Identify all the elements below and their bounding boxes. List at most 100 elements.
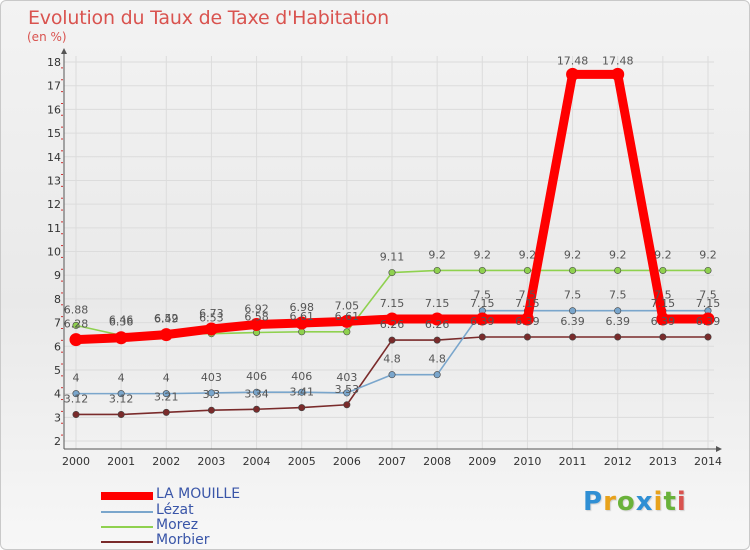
- data-label-la-mouille: 6.92: [244, 302, 269, 315]
- data-label-morez: 9.2: [654, 248, 672, 261]
- legend-item-morez: Morez: [101, 517, 301, 534]
- legend-label-la-mouille: LA MOUILLE: [156, 486, 241, 502]
- data-label-morbier: 6.39: [605, 315, 630, 328]
- y-axis-unit-label: (en %): [27, 30, 67, 44]
- data-label-morbier: 6.39: [651, 315, 676, 328]
- data-point-morbier: [478, 333, 486, 341]
- data-label-morez: 6.52: [154, 312, 179, 325]
- data-label-morez: 6.88: [64, 303, 89, 316]
- x-tick-label: 2003: [197, 455, 225, 468]
- data-label-morbier: 3.53: [335, 383, 360, 396]
- data-point-la-mouille: [340, 314, 354, 328]
- y-tick-label: 7: [54, 317, 61, 330]
- data-label-morbier: 6.39: [470, 315, 495, 328]
- data-point-morbier: [253, 405, 261, 413]
- logo-letter: i: [676, 487, 687, 517]
- data-label-la-mouille: 7.15: [696, 297, 721, 310]
- data-point-la-mouille: [475, 312, 489, 326]
- data-point-la-mouille: [204, 322, 218, 336]
- data-point-lezat: [207, 389, 215, 397]
- data-point-morbier: [72, 410, 80, 418]
- data-label-la-mouille: 7.15: [651, 297, 676, 310]
- data-point-morez: [433, 266, 441, 274]
- data-point-morbier: [569, 333, 577, 341]
- data-label-la-mouille: 7.15: [380, 297, 405, 310]
- data-point-morbier: [614, 333, 622, 341]
- x-tick-label: 2011: [559, 455, 587, 468]
- x-tick-label: 2006: [333, 455, 361, 468]
- data-label-morbier: 3.3: [203, 388, 221, 401]
- data-point-morez: [659, 266, 667, 274]
- y-tick-label: 6: [54, 340, 61, 353]
- data-label-la-mouille: 6.73: [199, 307, 224, 320]
- y-tick-label: 2: [54, 435, 61, 448]
- data-label-lezat: 4.8: [383, 353, 401, 366]
- data-point-la-mouille: [520, 312, 534, 326]
- legend-label-morbier: Morbier: [156, 532, 210, 548]
- y-tick-label: 11: [47, 222, 61, 235]
- y-tick-label: 13: [47, 174, 61, 187]
- data-point-lezat: [569, 307, 577, 315]
- data-point-la-mouille: [701, 312, 715, 326]
- y-tick-label: 3: [54, 411, 61, 424]
- data-label-morez: 9.2: [428, 248, 446, 261]
- data-label-morbier: 3.12: [109, 392, 134, 405]
- legend-item-la-mouille: LA MOUILLE: [101, 486, 301, 503]
- data-label-lezat: 406: [246, 370, 267, 383]
- x-tick-label: 2002: [152, 455, 180, 468]
- legend-swatch-lezat: [101, 511, 153, 513]
- data-point-morez: [388, 269, 396, 277]
- y-tick-label: 15: [47, 127, 61, 140]
- data-label-morez: 9.2: [609, 248, 627, 261]
- x-tick-label: 2000: [62, 455, 90, 468]
- data-point-morez: [569, 266, 577, 274]
- data-label-morez: 9.2: [474, 248, 492, 261]
- data-label-morez: 6.58: [244, 311, 269, 324]
- data-label-la-mouille: 7.15: [515, 297, 540, 310]
- x-tick-label: 2008: [423, 455, 451, 468]
- data-label-lezat: 4: [73, 372, 80, 385]
- data-point-morez: [478, 266, 486, 274]
- data-label-morbier: 6.39: [515, 315, 540, 328]
- legend-label-morez: Morez: [156, 517, 199, 533]
- data-label-morbier: 6.26: [380, 318, 405, 331]
- data-label-morez: 6.61: [335, 310, 360, 323]
- data-point-morbier: [523, 333, 531, 341]
- y-tick-label: 9: [54, 269, 61, 282]
- x-tick-label: 2013: [649, 455, 677, 468]
- data-label-lezat: 7.5: [474, 289, 492, 302]
- x-tick-label: 2010: [513, 455, 541, 468]
- data-point-morbier: [433, 336, 441, 344]
- data-point-la-mouille: [430, 312, 444, 326]
- legend-swatch-morbier: [101, 541, 153, 543]
- data-point-la-mouille: [250, 317, 264, 331]
- data-label-layer: 6.28 6.36 6.49 6.73 6.92 6.98 7.05 7.15 7.15 7.15…: [64, 54, 721, 405]
- legend-swatch-la-mouille: [101, 492, 153, 500]
- y-tick-label: 14: [47, 151, 61, 164]
- logo-letter: r: [603, 487, 617, 517]
- y-tick-label: 18: [47, 56, 61, 69]
- data-label-morbier: 6.39: [560, 315, 585, 328]
- legend-swatch-morez: [101, 526, 153, 528]
- data-point-lezat: [614, 307, 622, 315]
- data-point-lezat: [162, 390, 170, 398]
- data-label-morbier: 3.41: [289, 386, 314, 399]
- data-label-la-mouille: 6.49: [154, 313, 179, 326]
- data-point-morbier: [343, 401, 351, 409]
- data-label-lezat: 7.5: [699, 289, 717, 302]
- y-tick-label: 16: [47, 103, 61, 116]
- data-label-morez: 9.2: [519, 248, 537, 261]
- data-point-morez: [298, 328, 306, 336]
- data-point-morez: [704, 266, 712, 274]
- legend-item-morbier: Morbier: [101, 532, 301, 549]
- x-tick-label: 2005: [288, 455, 316, 468]
- data-point-la-mouille: [159, 328, 173, 342]
- data-label-la-mouille: 7.15: [470, 297, 495, 310]
- logo-letter: t: [663, 487, 677, 517]
- data-point-lezat: [388, 371, 396, 379]
- legend-label-lezat: Lézat: [156, 502, 194, 518]
- logo-letter: i: [653, 487, 664, 517]
